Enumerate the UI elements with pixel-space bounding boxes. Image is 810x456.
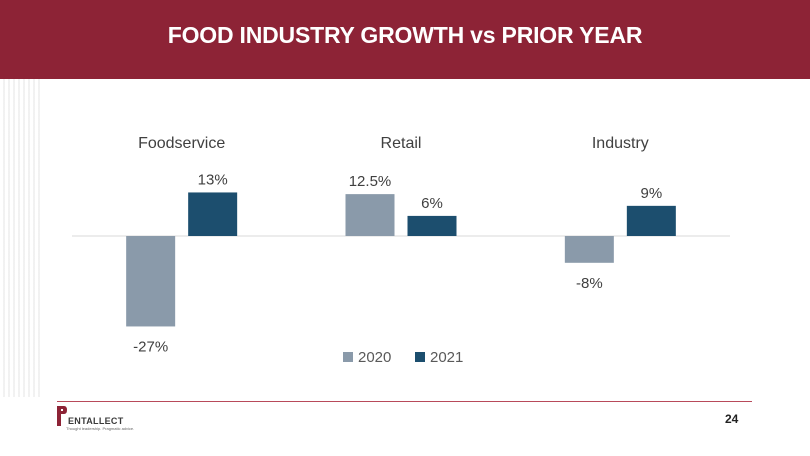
legend-label: 2021 xyxy=(430,349,463,366)
bar-2021-retail xyxy=(407,215,457,236)
data-label: 9% xyxy=(640,185,662,202)
slide-title: FOOD INDUSTRY GROWTH vs PRIOR YEAR xyxy=(167,22,643,48)
page-number: 24 xyxy=(725,412,739,426)
data-label: 6% xyxy=(421,195,443,212)
legend-swatch-2021 xyxy=(415,352,425,362)
decorative-stripes xyxy=(0,79,42,397)
bar-2020-retail xyxy=(345,194,395,236)
title-banner: FOOD INDUSTRY GROWTH vs PRIOR YEAR xyxy=(0,0,810,79)
logo-mark-icon xyxy=(57,406,67,426)
bar-chart: Foodservice -27% 13% Retail 12.5% 6% Industry -… xyxy=(72,135,730,366)
bar-2021-industry xyxy=(626,205,676,236)
logo-wordmark: ENTALLECT xyxy=(68,416,124,426)
bar-2020-industry xyxy=(564,236,614,263)
bar-2021-foodservice xyxy=(188,192,238,236)
company-logo: ENTALLECT Thought leadership. Pragmatic … xyxy=(56,404,146,434)
data-label: -27% xyxy=(133,338,168,355)
category-label: Retail xyxy=(381,135,422,152)
footer-divider xyxy=(57,401,752,402)
logo-tagline: Thought leadership. Pragmatic advice. xyxy=(66,426,135,431)
bar-2020-foodservice xyxy=(126,236,176,327)
category-label: Foodservice xyxy=(138,135,225,152)
legend-swatch-2020 xyxy=(343,352,353,362)
data-label: 13% xyxy=(198,171,228,188)
category-label: Industry xyxy=(592,135,649,152)
legend-label: 2020 xyxy=(358,349,391,366)
data-label: -8% xyxy=(576,275,603,292)
data-label: 12.5% xyxy=(349,173,392,190)
